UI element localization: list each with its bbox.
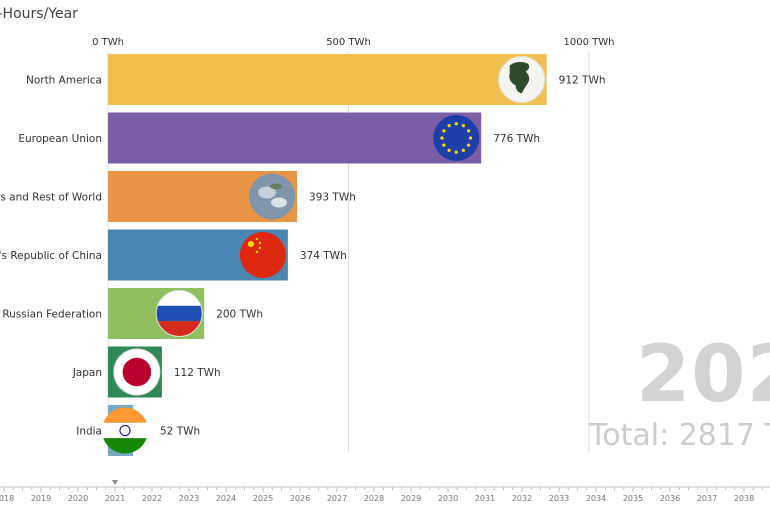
x-tick-label: 500 TWh — [326, 37, 371, 48]
value-label: 200 TWh — [216, 309, 263, 321]
india-flag-icon — [102, 407, 148, 454]
timeline-year-label[interactable]: 2033 — [549, 494, 569, 503]
value-label: 52 TWh — [160, 426, 200, 438]
bars: North America 912 TWh European Union 776 TW… — [0, 54, 606, 456]
current-year-label: 202 — [636, 330, 770, 420]
timeline-year-label[interactable]: 2036 — [660, 494, 680, 503]
bar-row: ers and Rest of World 393 TWh — [0, 171, 356, 222]
timeline-year-label[interactable]: 2032 — [512, 494, 532, 503]
north-america-globe-icon — [498, 56, 546, 103]
timeline-year-label[interactable]: 2025 — [253, 494, 273, 503]
x-tick-label: 0 TWh — [92, 37, 124, 48]
value-label: 374 TWh — [300, 250, 347, 262]
bar-row: e's Republic of China 374 TWh — [0, 229, 347, 281]
russia-flag-icon — [155, 290, 203, 337]
china-flag-icon — [239, 232, 286, 278]
eu-flag-icon — [433, 115, 480, 161]
value-label: 776 TWh — [493, 133, 540, 145]
timeline-year-label[interactable]: 2028 — [364, 494, 384, 503]
chart-subtitle: t-Hours/Year — [0, 6, 78, 22]
x-axis-ticks: 0 TWh 500 TWh 1000 TWh — [92, 37, 614, 48]
value-label: 393 TWh — [309, 192, 356, 204]
timeline-year-label[interactable]: 2037 — [697, 494, 717, 503]
timeline-play-marker[interactable] — [112, 480, 118, 485]
bar-row: Russian Federation 200 TWh — [2, 288, 263, 339]
timeline-year-label[interactable]: 2018 — [0, 494, 14, 503]
timeline-year-label[interactable]: 2024 — [216, 494, 236, 503]
category-label: India — [76, 426, 102, 438]
timeline-year-label[interactable]: 2034 — [586, 494, 606, 503]
value-label: 912 TWh — [559, 75, 606, 87]
timeline-year-label[interactable]: 2022 — [142, 494, 162, 503]
value-label: 112 TWh — [174, 367, 221, 379]
category-label: ers and Rest of World — [0, 192, 102, 204]
category-label: Russian Federation — [2, 309, 102, 321]
timeline-year-label[interactable]: 2030 — [438, 494, 458, 503]
timeline-year-label[interactable]: 2021 — [105, 494, 125, 503]
timeline-year-label[interactable]: 2029 — [401, 494, 421, 503]
japan-flag-icon — [113, 348, 161, 396]
timeline-year-label[interactable]: 2026 — [290, 494, 310, 503]
earth-globe-icon — [249, 173, 296, 220]
timeline-year-label[interactable]: 2020 — [68, 494, 88, 503]
timeline-year-label[interactable]: 2038 — [734, 494, 754, 503]
bar-row: North America 912 TWh — [26, 54, 606, 105]
bar-row: India 52 TWh — [76, 405, 200, 456]
timeline-year-label[interactable]: 2031 — [475, 494, 495, 503]
timeline-year-label[interactable]: 2027 — [327, 494, 347, 503]
category-label: e's Republic of China — [0, 250, 102, 262]
category-label: Japan — [72, 367, 102, 379]
bar — [108, 54, 547, 105]
bar-row: European Union 776 TWh — [18, 112, 540, 164]
year-timeline: 2018 2019 2020 2021 2022 2023 2024 2025 2026 2027… — [0, 480, 770, 503]
bar — [108, 112, 482, 164]
bar-row: Japan 112 TWh — [72, 346, 221, 398]
category-label: European Union — [18, 133, 102, 145]
timeline-year-label[interactable]: 2019 — [31, 494, 51, 503]
x-tick-label: 1000 TWh — [564, 37, 615, 48]
timeline-year-label[interactable]: 2035 — [623, 494, 643, 503]
total-label: Total: 2817 T — [589, 418, 770, 453]
timeline-year-label[interactable]: 2023 — [179, 494, 199, 503]
category-label: North America — [26, 75, 102, 87]
